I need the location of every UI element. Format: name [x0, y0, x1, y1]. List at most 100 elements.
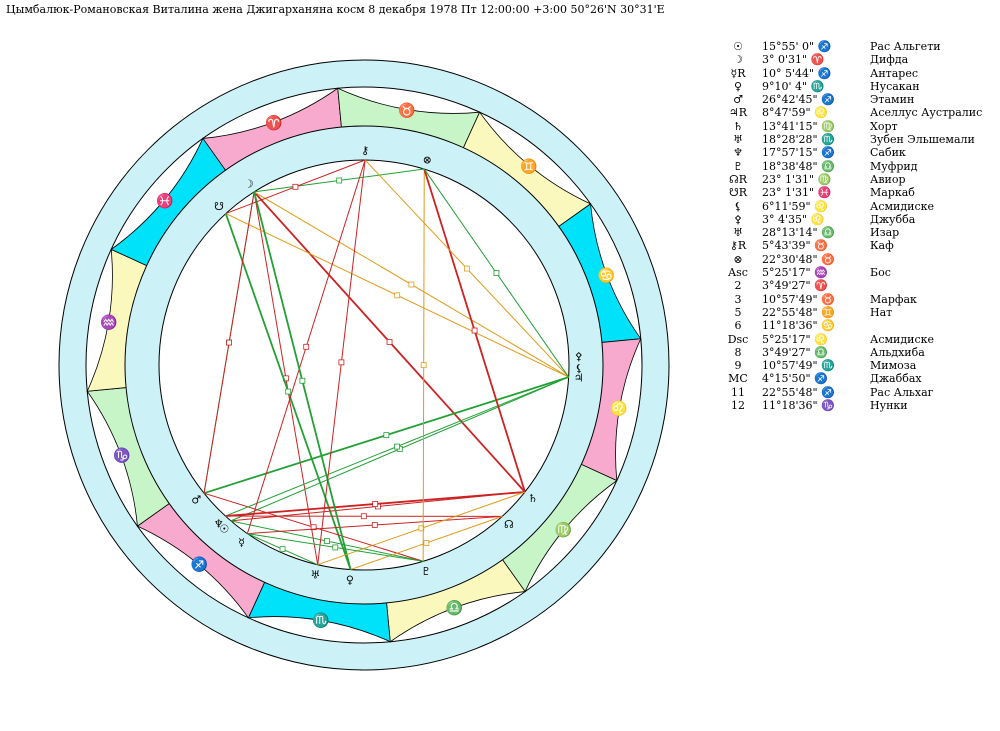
table-star: Этамин: [870, 93, 915, 107]
aspect-marker: [386, 339, 393, 345]
table-symbol: ⊗: [733, 252, 743, 266]
table-star: Сабик: [870, 146, 906, 160]
table-symbol: Dsc: [727, 332, 749, 346]
aspect-marker: [420, 362, 427, 369]
table-position: 18°38'48" ♎: [762, 159, 835, 173]
planet-glyphs: ☉ ☽ ☿ ♀ ♂ ♃ ♄ ♅ ♆ ♇ ☊ ☋ ⚸⚴ ⚷ ⊗: [191, 144, 583, 587]
table-symbol: ☋R: [728, 186, 748, 200]
aspect-lines: [203, 159, 570, 571]
sun-glyph: ☉: [219, 522, 229, 535]
table-star: Мимоза: [870, 359, 917, 373]
table-position: 22°55'48" ♊: [762, 305, 835, 319]
table-star: Маркаб: [870, 186, 915, 200]
table-position: 3° 0'31" ♈: [762, 53, 825, 67]
aspect-marker: [418, 525, 425, 532]
chiron-glyph: ⚷: [361, 144, 369, 157]
fortune-glyph: ⊗: [423, 153, 432, 166]
table-star: Бос: [870, 266, 891, 280]
aspect-marker: [324, 538, 330, 544]
aspect-marker: [285, 388, 292, 395]
table-star: Хорт: [870, 119, 898, 133]
table-star: Асмидиске: [870, 199, 935, 213]
table-star: Альдхиба: [870, 345, 925, 359]
table-symbol: MC: [728, 372, 748, 386]
table-position: 15°55' 0" ♐: [762, 40, 832, 53]
table-star: Нат: [870, 305, 893, 319]
table-star: Асмидиске: [870, 332, 935, 346]
table-position: 5°25'17" ♌: [762, 332, 828, 346]
mars-glyph: ♂: [191, 493, 201, 506]
table-position: 6°11'59" ♌: [762, 199, 828, 213]
table-symbol: ⚷R: [729, 239, 747, 253]
saturn-glyph: ♄: [528, 492, 538, 505]
table-star: Джубба: [870, 212, 916, 226]
table-star: Каф: [870, 239, 894, 253]
aspect-marker: [303, 343, 310, 350]
venus-glyph: ♀: [346, 574, 354, 587]
mercury-glyph: ☿: [238, 536, 245, 549]
table-position: 4°15'50" ♐: [762, 372, 828, 386]
aspect-marker: [423, 540, 430, 546]
table-symbol: Asc: [728, 266, 748, 280]
table-symbol: 6: [734, 319, 742, 333]
sign-glyph-gemini: ♊: [520, 158, 537, 175]
inner-circle: [158, 159, 570, 571]
sign-glyph-leo: ♌: [610, 400, 627, 417]
table-position: 18°28'28" ♏: [762, 133, 835, 147]
table-position: 13°41'15" ♍: [762, 119, 835, 133]
aspect-marker: [338, 359, 345, 366]
table-symbol: ♃R: [728, 106, 748, 120]
zodiac-ring: ♈ ♉ ♊ ♋ ♌ ♍ ♎ ♏ ♐ ♑ ♒ ♓: [58, 59, 670, 671]
aspect-marker: [383, 432, 390, 439]
table-position: 3°49'27" ♈: [762, 279, 828, 293]
table-symbol: ♅: [733, 226, 743, 240]
aspect-marker: [292, 183, 299, 190]
sign-glyph-capricorn: ♑: [113, 447, 130, 464]
table-symbol: 9: [734, 359, 742, 373]
table-star: Нунки: [870, 399, 908, 413]
uranus-glyph: ♅: [311, 568, 321, 581]
sign-glyph-pisces: ♓: [156, 192, 173, 209]
table-symbol: ♆: [733, 146, 743, 160]
table-symbol: ⚸: [733, 199, 743, 213]
table-position: 5°25'17" ♒: [762, 266, 828, 280]
sign-glyph-aries: ♈: [265, 115, 282, 132]
aspect-marker: [372, 501, 379, 507]
aspect-marker: [332, 544, 339, 551]
table-star: Рас Альхаг: [870, 385, 934, 399]
table-position: 3° 4'35" ♌: [762, 212, 825, 226]
jupiter-glyph: ♃: [574, 372, 584, 385]
sign-glyph-aquarius: ♒: [100, 314, 117, 331]
table-star: Изар: [870, 226, 900, 240]
pallas-glyph: ⚴: [575, 350, 583, 363]
natal-chart-wheel: ♈ ♉ ♊ ♋ ♌ ♍ ♎ ♏ ♐ ♑ ♒ ♓ ☉ ☽ ☿ ♀ ♂ ♃ ♄ ♅ ♆ ♇ ☊ ☋ ⚸⚴ ⚷ ⊗: [58, 59, 670, 671]
table-symbol: ♂: [733, 93, 743, 107]
table-star: Рас Альгети: [870, 40, 941, 53]
lilith-glyph: ⚸: [575, 362, 583, 375]
table-star: Дифда: [870, 53, 909, 67]
table-position: 9°10' 4" ♏: [762, 79, 825, 93]
table-position: 17°57'15" ♐: [762, 146, 835, 160]
aspect-marker: [299, 377, 306, 384]
table-star: Зубен Эльшемали: [870, 133, 975, 147]
table-star: Нусакан: [870, 79, 920, 93]
table-symbol: ♇: [733, 159, 743, 173]
aspect-marker: [360, 513, 367, 520]
table-symbol: 3: [734, 292, 742, 306]
sign-glyph-taurus: ♉: [398, 102, 415, 119]
table-position: 23° 1'31" ♓: [762, 186, 832, 200]
table-position: 23° 1'31" ♍: [762, 172, 832, 186]
table-position: 28°13'14" ♎: [762, 226, 835, 240]
table-symbol: 8: [734, 345, 742, 359]
table-position: 26°42'45" ♐: [762, 93, 835, 107]
north-node-glyph: ☊: [504, 518, 514, 531]
table-symbol: ☊R: [728, 172, 748, 186]
aspect-marker: [279, 546, 286, 553]
table-position: 5°43'39" ♉: [762, 239, 828, 253]
aspect-marker: [408, 281, 415, 288]
table-symbol: 5: [734, 305, 742, 319]
table-position: 10° 5'44" ♐: [762, 66, 832, 80]
aspect-marker: [371, 522, 378, 528]
aspect-marker: [394, 443, 400, 450]
aspect-marker: [463, 265, 470, 272]
